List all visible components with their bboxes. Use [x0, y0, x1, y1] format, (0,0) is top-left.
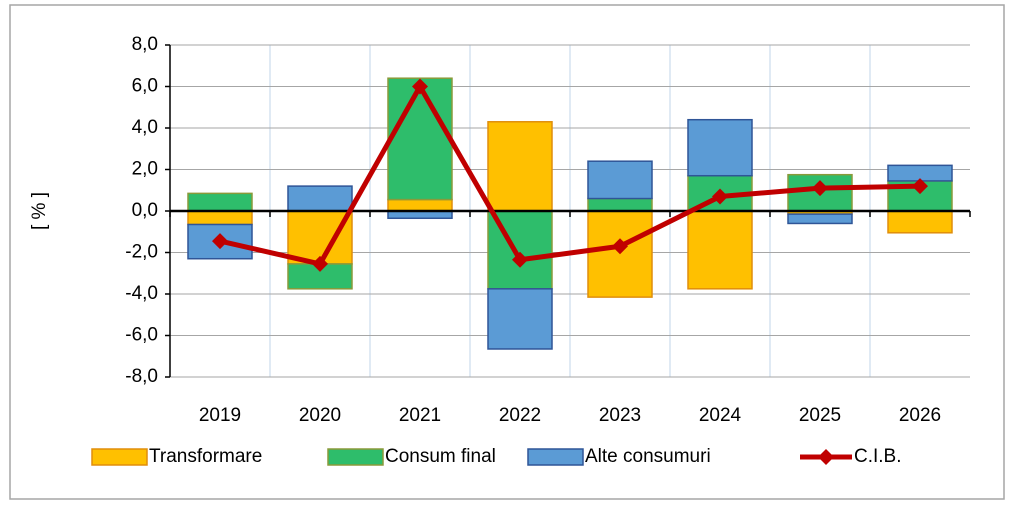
legend-swatch — [527, 448, 584, 466]
legend-marker — [818, 449, 834, 465]
line-marker — [412, 78, 428, 95]
y-tick-label: -6,0 — [125, 325, 158, 346]
x-tick-label: 2020 — [299, 405, 341, 426]
line-marker — [812, 180, 828, 197]
y-tick-label: 8,0 — [132, 34, 158, 55]
bar — [787, 213, 853, 225]
line-marker — [712, 188, 728, 205]
legend-label: C.I.B. — [854, 446, 902, 467]
y-tick-label: 4,0 — [132, 117, 158, 138]
bar — [887, 210, 953, 234]
line — [219, 84, 921, 267]
bar — [287, 185, 353, 212]
bar — [487, 288, 553, 350]
bar — [387, 198, 453, 212]
bar — [187, 210, 253, 226]
y-tick-label: 0,0 — [132, 200, 158, 221]
y-tick-label: 2,0 — [132, 159, 158, 180]
y-tick-label: 6,0 — [132, 76, 158, 97]
bar — [587, 160, 653, 200]
bar — [487, 210, 553, 290]
line-marker — [212, 233, 228, 250]
line-marker — [612, 238, 628, 255]
line-marker — [912, 178, 928, 195]
x-tick-label: 2026 — [899, 405, 941, 426]
y-tick-label: -8,0 — [125, 366, 158, 387]
bar — [587, 197, 653, 212]
legend-label: Alte consumuri — [585, 446, 711, 467]
legend-label: Transformare — [149, 446, 262, 467]
x-tick-label: 2019 — [199, 405, 241, 426]
y-tick-label: -2,0 — [125, 242, 158, 263]
y-tick-label: -4,0 — [125, 283, 158, 304]
legend-swatch — [91, 448, 148, 466]
legend-label: Consum final — [385, 446, 496, 467]
x-tick-label: 2022 — [499, 405, 541, 426]
bar — [687, 210, 753, 290]
x-tick-label: 2021 — [399, 405, 441, 426]
legend-swatch — [327, 448, 384, 466]
x-tick-label: 2024 — [699, 405, 742, 426]
x-tick-label: 2023 — [599, 405, 641, 426]
bar — [487, 121, 553, 212]
line-marker — [512, 251, 528, 268]
x-tick-label: 2025 — [799, 405, 841, 426]
y-axis-label: [ % ] — [29, 192, 50, 230]
bar — [187, 192, 253, 212]
bar — [687, 118, 753, 177]
bar — [387, 77, 453, 201]
line-marker — [312, 255, 328, 272]
